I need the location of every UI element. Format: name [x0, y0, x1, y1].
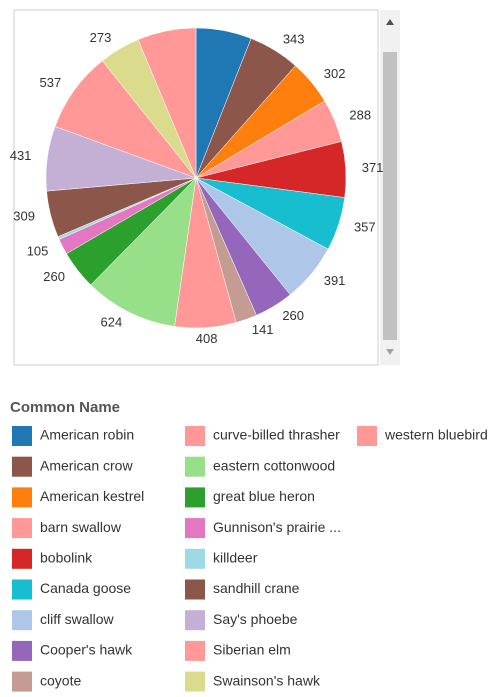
legend-swatch — [185, 579, 205, 600]
data-label: 288 — [349, 107, 371, 122]
legend-swatch — [185, 518, 205, 539]
legend-swatch — [12, 579, 32, 600]
scroll-down-arrow[interactable] — [386, 349, 394, 355]
legend-swatch — [12, 487, 32, 508]
data-label: 408 — [196, 331, 218, 346]
legend-swatch — [12, 610, 32, 631]
scroll-up-arrow[interactable] — [386, 19, 394, 25]
legend-label: western bluebird — [384, 427, 488, 443]
data-label: 343 — [283, 31, 305, 46]
legend-label: coyote — [40, 672, 81, 688]
pie-slice — [137, 27, 197, 179]
legend-label: sandhill crane — [213, 580, 300, 596]
legend-label: barn swallow — [40, 519, 122, 535]
legend-title: Common Name — [10, 399, 120, 416]
legend-swatch — [12, 640, 32, 661]
legend-swatch — [185, 456, 205, 477]
legend-swatch — [185, 610, 205, 631]
scrollbar-thumb[interactable] — [383, 52, 397, 340]
data-label: 141 — [252, 322, 274, 337]
legend-swatch — [185, 640, 205, 661]
pie-slice — [90, 177, 197, 327]
legend-swatch — [12, 518, 32, 539]
legend-swatch — [185, 426, 205, 446]
legend-label: Cooper's hawk — [40, 642, 133, 658]
legend-label: Canada goose — [40, 580, 131, 596]
pie: 343 302 288 371 357 391 260 141 408 624 260 105 309 4… — [10, 27, 384, 346]
data-label: 371 — [362, 160, 384, 175]
data-label: 302 — [324, 66, 346, 81]
data-label: 309 — [13, 209, 35, 224]
legend-label: American kestrel — [40, 488, 144, 504]
legend-swatch — [185, 487, 205, 508]
pie-slice — [54, 60, 197, 179]
legend-label: American crow — [40, 457, 133, 473]
legend-label: curve-billed thrasher — [213, 427, 340, 443]
legend-label: Siberian elm — [213, 642, 291, 658]
legend-label: bobolink — [40, 550, 93, 566]
data-label: 105 — [27, 244, 49, 259]
legend-label: great blue heron — [213, 488, 315, 504]
legend-label: eastern cottonwood — [213, 457, 335, 473]
data-label: 537 — [40, 75, 62, 90]
legend-swatch — [12, 426, 32, 446]
legend-label: Say's phoebe — [213, 611, 298, 627]
data-label: 391 — [324, 273, 346, 288]
legend-swatch — [185, 671, 205, 692]
legend-label: cliff swallow — [40, 611, 115, 627]
legend-swatch — [12, 671, 32, 692]
legend-label: Swainson's hawk — [213, 672, 321, 688]
legend-swatch — [185, 548, 205, 569]
data-label: 260 — [43, 269, 65, 284]
legend-label: killdeer — [213, 550, 258, 566]
data-label: 624 — [101, 315, 123, 330]
legend-label: Gunnison's prairie ... — [213, 519, 341, 535]
legend-swatch — [357, 426, 377, 446]
legend: American robin American crow American kest… — [12, 426, 488, 692]
legend-label: American robin — [40, 427, 134, 443]
data-label: 273 — [90, 30, 112, 45]
data-label: 357 — [354, 219, 376, 234]
legend-swatch — [12, 456, 32, 477]
data-label: 260 — [282, 308, 304, 323]
data-label: 431 — [10, 148, 32, 163]
legend-swatch — [12, 548, 32, 569]
